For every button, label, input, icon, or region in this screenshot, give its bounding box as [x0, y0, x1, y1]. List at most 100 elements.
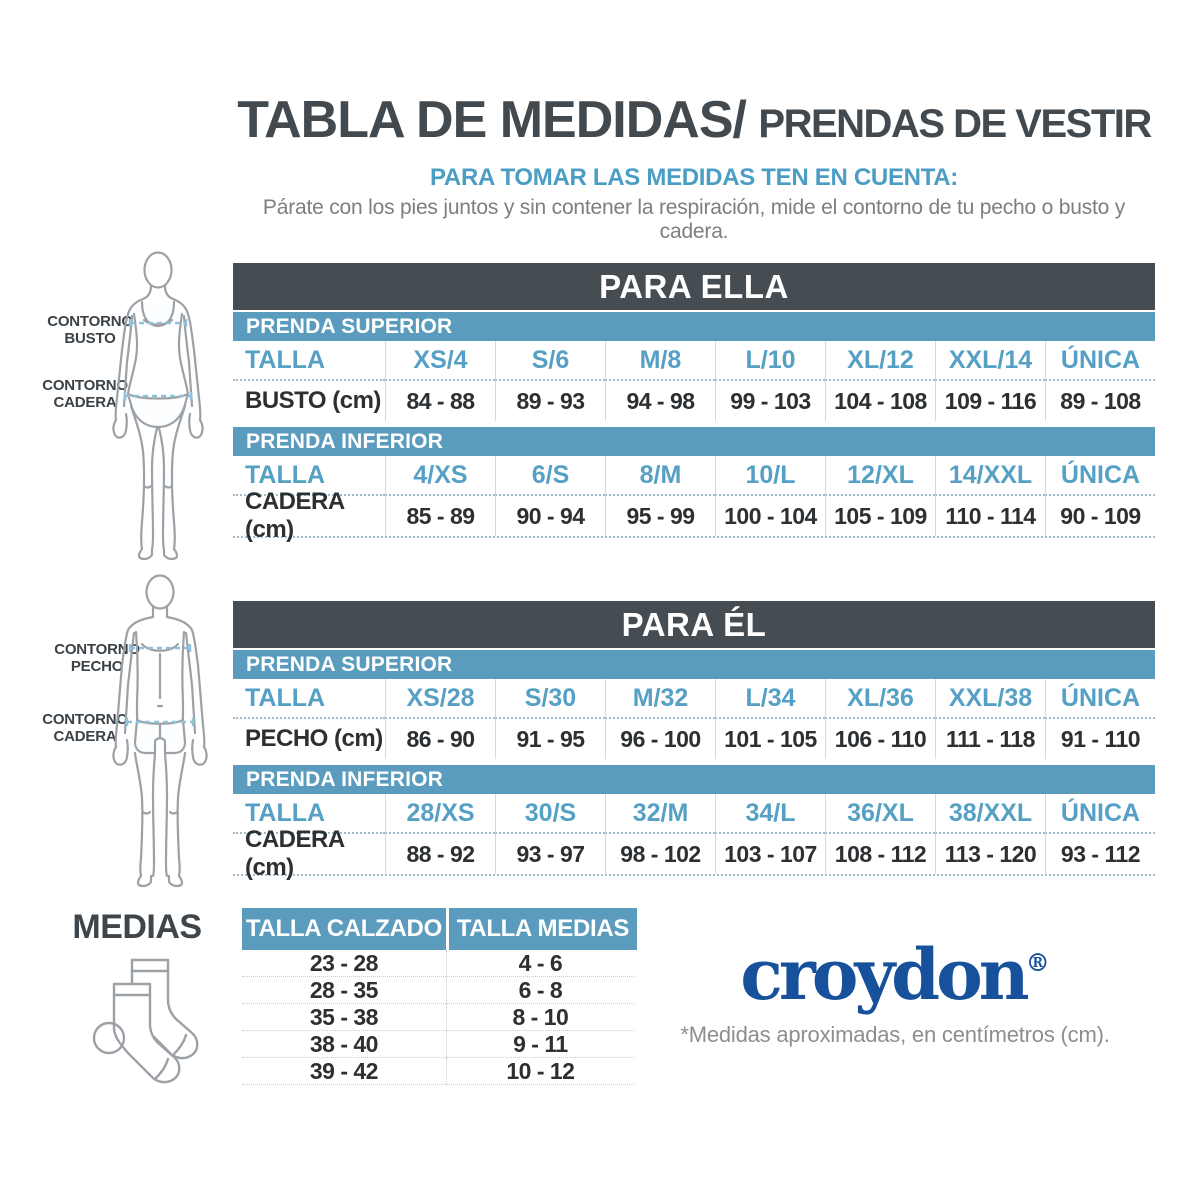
value-cell: 85 - 89	[385, 496, 495, 536]
value-cell: 113 - 120	[935, 834, 1045, 874]
size-grid: TALLA 28/XS 30/S 32/M 34/L 36/XL 38/XXL …	[233, 794, 1155, 881]
value-cell: 94 - 98	[605, 381, 715, 421]
para-ella-table: PARA ELLA PRENDA SUPERIOR TALLA XS/4 S/6…	[233, 263, 1155, 543]
value-cell: 103 - 107	[715, 834, 825, 874]
value-cell: 99 - 103	[715, 381, 825, 421]
measure-label: PECHO (cm)	[245, 725, 383, 752]
size-cell: XXL/14	[935, 341, 1045, 381]
size-cell: 28/XS	[385, 794, 495, 834]
talla-label: TALLA	[233, 679, 385, 719]
value-cell: 90 - 94	[495, 496, 605, 536]
value-cell: 93 - 97	[495, 834, 605, 874]
page-title-sub: PRENDAS DE VESTIR	[758, 102, 1152, 146]
value-cell: 106 - 110	[825, 719, 935, 759]
calzado-cell: 28 - 35	[309, 976, 379, 1003]
size-cell: M/8	[605, 341, 715, 381]
value-cell: 104 - 108	[825, 381, 935, 421]
measurement-tip-heading: PARA TOMAR LAS MEDIDAS TEN EN CUENTA:	[429, 164, 958, 191]
size-cell: L/34	[715, 679, 825, 719]
size-grid: TALLA 4/XS 6/S 8/M 10/L 12/XL 14/XXL ÚNI…	[233, 456, 1155, 543]
size-cell: M/32	[605, 679, 715, 719]
size-cell: ÚNICA	[1045, 679, 1155, 719]
medias-cell: 8 - 10	[445, 1004, 634, 1030]
value-cell: 110 - 114	[935, 496, 1045, 536]
medias-cell: 4 - 6	[445, 950, 634, 976]
size-grid: TALLA XS/28 S/30 M/32 L/34 XL/36 XXL/38 …	[233, 679, 1155, 759]
value-cell: 95 - 99	[605, 496, 715, 536]
medias-row: 39 - 42 10 - 12	[242, 1058, 634, 1085]
medias-cell: 10 - 12	[445, 1058, 634, 1084]
prenda-superior-header: PRENDA SUPERIOR	[233, 312, 1155, 341]
medias-header-row: TALLA CALZADO TALLA MEDIAS	[242, 908, 637, 950]
value-cell: 91 - 110	[1045, 719, 1155, 759]
size-cell: XS/28	[385, 679, 495, 719]
size-cell: XS/4	[385, 341, 495, 381]
measure-label: BUSTO (cm)	[245, 387, 381, 414]
contorno-cadera-label-male: CONTORNO CADERA	[42, 711, 128, 745]
brand-block: croydon® *Medidas aproximadas, en centím…	[660, 940, 1130, 1048]
size-cell: ÚNICA	[1045, 794, 1155, 834]
size-cell: S/6	[495, 341, 605, 381]
value-cell: 109 - 116	[935, 381, 1045, 421]
value-cell: 100 - 104	[715, 496, 825, 536]
header: TABLA DE MEDIDAS/ PRENDAS DE VESTIR PARA…	[233, 90, 1155, 244]
value-cell: 96 - 100	[605, 719, 715, 759]
talla-calzado-header: TALLA CALZADO	[242, 908, 446, 950]
size-cell: XL/36	[825, 679, 935, 719]
measure-label: CADERA (cm)	[245, 488, 344, 543]
value-cell: 88 - 92	[385, 834, 495, 874]
prenda-superior-header: PRENDA SUPERIOR	[233, 650, 1155, 679]
registered-mark: ®	[1025, 948, 1050, 977]
measure-label: CADERA (cm)	[245, 826, 344, 881]
size-cell: 36/XL	[825, 794, 935, 834]
female-body-icon	[112, 251, 204, 561]
value-cell: 108 - 112	[825, 834, 935, 874]
talla-medias-header: TALLA MEDIAS	[448, 908, 637, 950]
calzado-cell: 38 - 40	[309, 1030, 379, 1057]
value-cell: 98 - 102	[605, 834, 715, 874]
front-sock	[92, 982, 181, 1084]
croydon-logo: croydon®	[660, 940, 1130, 1010]
measures-footnote: *Medidas aproximadas, en centímetros (cm…	[680, 1022, 1110, 1047]
medias-row: 35 - 38 8 - 10	[242, 1004, 634, 1031]
medias-cell: 6 - 8	[445, 977, 634, 1003]
contorno-busto-label: CONTORNO BUSTO	[47, 313, 133, 347]
value-cell: 101 - 105	[715, 719, 825, 759]
size-cell: 38/XXL	[935, 794, 1045, 834]
value-cell: 91 - 95	[495, 719, 605, 759]
size-cell: 30/S	[495, 794, 605, 834]
size-cell: 12/XL	[825, 456, 935, 496]
size-grid: TALLA XS/4 S/6 M/8 L/10 XL/12 XXL/14 ÚNI…	[233, 341, 1155, 421]
medias-row: 23 - 28 4 - 6	[242, 950, 634, 977]
calzado-cell: 39 - 42	[309, 1057, 379, 1084]
para-el-title: PARA ÉL	[233, 601, 1155, 648]
size-cell: L/10	[715, 341, 825, 381]
size-cell: 10/L	[715, 456, 825, 496]
value-cell: 111 - 118	[935, 719, 1045, 759]
value-cell: 105 - 109	[825, 496, 935, 536]
talla-label: TALLA	[233, 456, 385, 496]
size-cell: XXL/38	[935, 679, 1045, 719]
medias-row: 28 - 35 6 - 8	[242, 977, 634, 1004]
socks-icon	[92, 958, 199, 1084]
prenda-inferior-header: PRENDA INFERIOR	[233, 427, 1155, 456]
value-cell: 90 - 109	[1045, 496, 1155, 536]
size-cell: ÚNICA	[1045, 341, 1155, 381]
size-cell: XL/12	[825, 341, 935, 381]
male-body-icon	[112, 574, 208, 888]
brand-name: croydon	[740, 933, 1029, 1016]
size-cell: ÚNICA	[1045, 456, 1155, 496]
medias-title: MEDIAS	[72, 908, 202, 946]
page-title-main: TABLA DE MEDIDAS/	[237, 91, 747, 149]
para-ella-title: PARA ELLA	[233, 263, 1155, 310]
prenda-inferior-header: PRENDA INFERIOR	[233, 765, 1155, 794]
talla-label: TALLA	[233, 794, 385, 834]
para-el-table: PARA ÉL PRENDA SUPERIOR TALLA XS/28 S/30…	[233, 601, 1155, 881]
measure-lines-male	[125, 644, 195, 726]
size-cell: 14/XXL	[935, 456, 1045, 496]
medias-row: 38 - 40 9 - 11	[242, 1031, 634, 1058]
measure-lines-female	[123, 319, 193, 400]
measurement-tip-text: Párate con los pies juntos y sin contene…	[262, 196, 1126, 243]
medias-cell: 9 - 11	[445, 1031, 634, 1057]
